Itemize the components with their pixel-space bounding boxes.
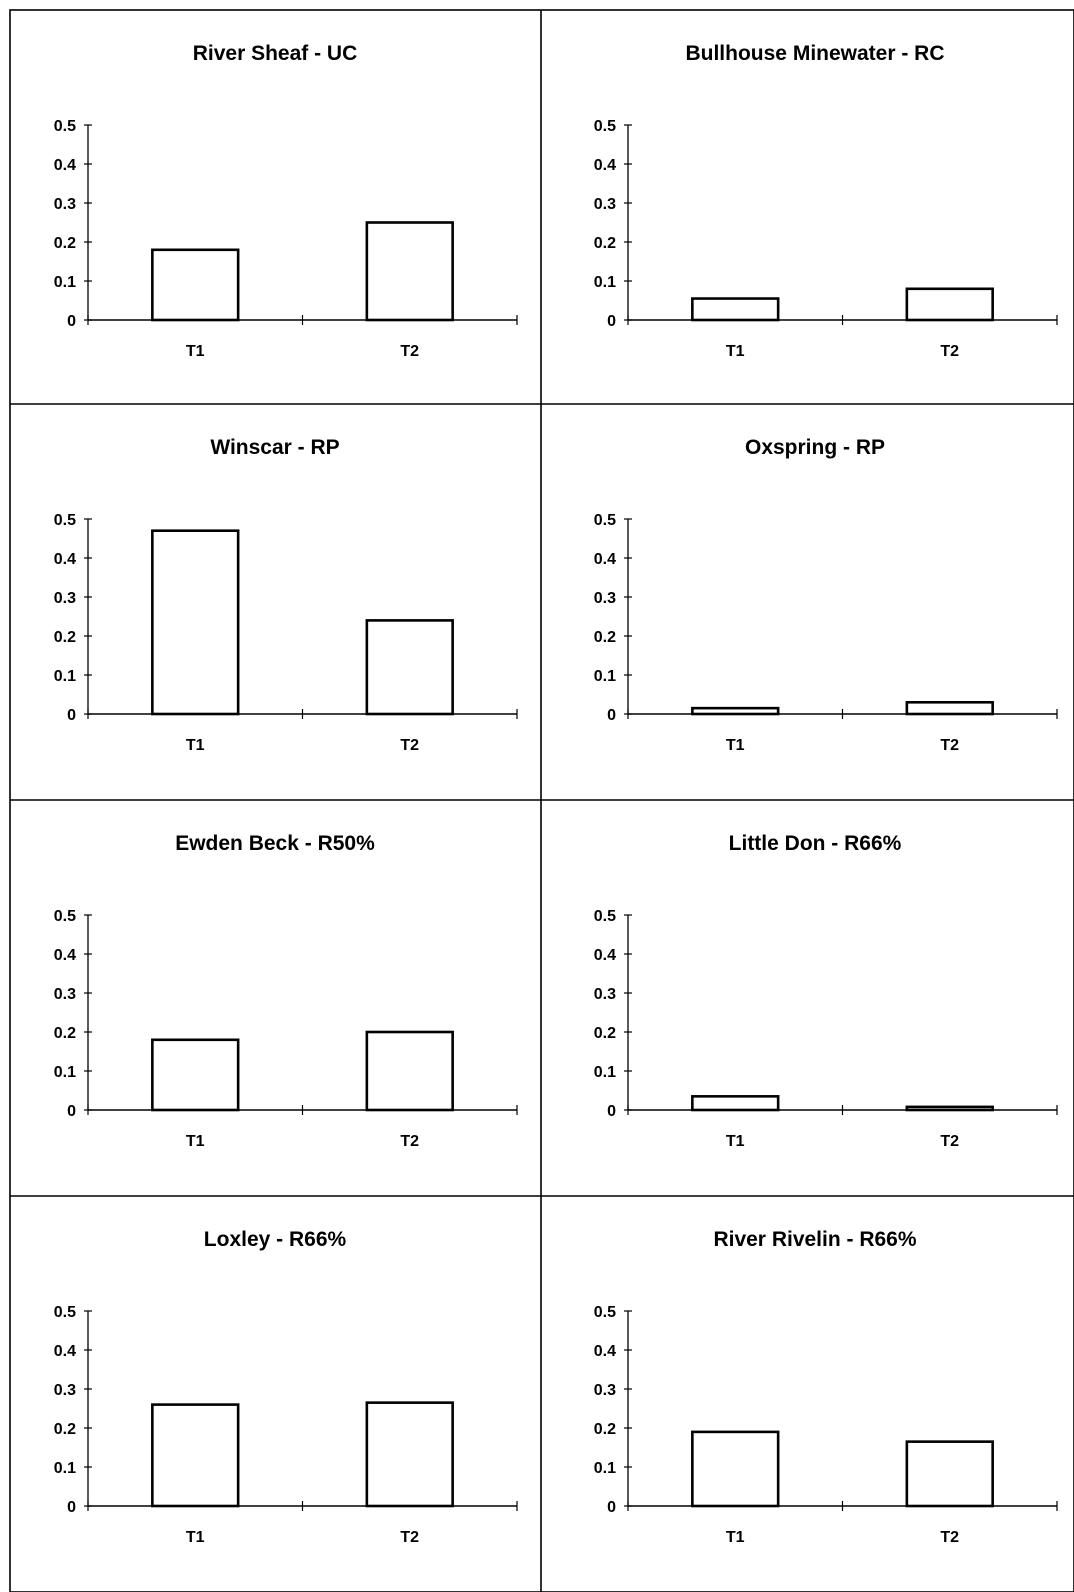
chart-title: Little Don - R66% [729, 832, 902, 855]
y-tick-label: 0.3 [594, 590, 616, 607]
chart-panel-4: Oxspring - RP 0 0.1 0.2 0.3 0.4 0.5 T1 T2 [594, 436, 1058, 754]
chart-panel-1: River Sheaf - UC 0 0.1 0.2 0.3 0.4 0.5 T1 T2 [54, 42, 518, 360]
x-tick-label: T1 [186, 1529, 205, 1546]
y-tick-label: 0.2 [594, 1421, 616, 1438]
y-tick-label: 0.2 [54, 1025, 76, 1042]
y-tick-label: 0.2 [594, 235, 616, 252]
chart-title: Ewden Beck - R50% [175, 832, 375, 855]
x-tick-label: T1 [186, 343, 205, 360]
y-tick-label: 0.5 [594, 512, 616, 529]
chart-title: Oxspring - RP [745, 436, 885, 459]
y-tick-label: 0.1 [594, 1460, 616, 1477]
y-tick-label: 0.4 [54, 551, 76, 568]
bar-t1 [691, 297, 780, 322]
x-tick-label: T2 [400, 737, 419, 754]
y-tick-label: 0.2 [54, 629, 76, 646]
y-tick-label: 0.5 [54, 1304, 76, 1321]
y-tick-label: 0 [67, 1499, 76, 1516]
x-tick-label: T1 [186, 1133, 205, 1150]
x-tick-label: T2 [940, 343, 959, 360]
y-tick-label: 0.3 [54, 590, 76, 607]
y-tick-label: 0.4 [594, 551, 616, 568]
y-tick-label: 0.2 [594, 629, 616, 646]
y-tick-label: 0.5 [594, 118, 616, 135]
chart-title: River Rivelin - R66% [713, 1228, 916, 1251]
y-tick-label: 0.4 [54, 157, 76, 174]
chart-title: River Sheaf - UC [193, 42, 358, 65]
panel-frame [9, 9, 1074, 1592]
y-tick-label: 0.2 [594, 1025, 616, 1042]
chart-panel-8: River Rivelin - R66% 0 0.1 0.2 0.3 0.4 0.5 T1 T2 [594, 1228, 1058, 1546]
y-tick-label: 0.3 [54, 986, 76, 1003]
y-tick-label: 0.1 [594, 668, 616, 685]
y-tick-label: 0.5 [54, 908, 76, 925]
bar-t1 [691, 706, 780, 716]
chart-title: Winscar - RP [210, 436, 339, 459]
y-tick-label: 0.3 [594, 196, 616, 213]
y-tick-label: 0.3 [594, 1382, 616, 1399]
x-tick-label: T2 [940, 1133, 959, 1150]
x-tick-label: T1 [726, 343, 745, 360]
x-tick-label: T1 [726, 1133, 745, 1150]
y-tick-label: 0.2 [54, 235, 76, 252]
y-tick-label: 0.4 [54, 1343, 76, 1360]
y-tick-label: 0.1 [594, 1064, 616, 1081]
y-tick-label: 0.1 [54, 1064, 76, 1081]
y-tick-label: 0.1 [54, 274, 76, 291]
chart-panel-7: Loxley - R66% 0 0.1 0.2 0.3 0.4 0.5 T1 T2 [54, 1228, 518, 1546]
x-tick-label: T1 [726, 1529, 745, 1546]
bar-t2 [365, 221, 454, 322]
y-tick-label: 0 [607, 313, 616, 330]
y-tick-label: 0.4 [594, 947, 616, 964]
chart-panel-5: Ewden Beck - R50% 0 0.1 0.2 0.3 0.4 0.5 T1 T2 [54, 832, 518, 1150]
chart-title: Bullhouse Minewater - RC [685, 42, 944, 65]
bar-t2 [905, 1440, 994, 1508]
x-tick-label: T1 [186, 737, 205, 754]
y-tick-label: 0.5 [594, 908, 616, 925]
bar-t1 [151, 1403, 240, 1508]
y-tick-label: 0.5 [54, 118, 76, 135]
x-tick-label: T2 [940, 1529, 959, 1546]
y-tick-label: 0.4 [594, 157, 616, 174]
bar-t1 [151, 529, 240, 716]
chart-panel-6: Little Don - R66% 0 0.1 0.2 0.3 0.4 0.5 T1 T2 [594, 832, 1058, 1150]
chart-title: Loxley - R66% [204, 1228, 347, 1251]
bar-t2 [905, 700, 994, 716]
y-tick-label: 0.1 [54, 668, 76, 685]
y-tick-label: 0.2 [54, 1421, 76, 1438]
y-tick-label: 0 [67, 707, 76, 724]
y-tick-label: 0 [607, 707, 616, 724]
y-tick-label: 0.3 [54, 196, 76, 213]
y-tick-label: 0.3 [54, 1382, 76, 1399]
y-tick-label: 0.5 [54, 512, 76, 529]
x-tick-label: T2 [940, 737, 959, 754]
bar-t1 [691, 1430, 780, 1508]
y-tick-label: 0.5 [594, 1304, 616, 1321]
bar-t2 [905, 1105, 994, 1112]
y-tick-label: 0.4 [54, 947, 76, 964]
y-tick-label: 0.1 [54, 1460, 76, 1477]
bar-t1 [151, 248, 240, 322]
bar-t2 [365, 619, 454, 716]
y-tick-label: 0 [67, 1103, 76, 1120]
bar-t2 [365, 1030, 454, 1112]
y-tick-label: 0 [607, 1499, 616, 1516]
y-tick-label: 0.1 [594, 274, 616, 291]
y-tick-label: 0 [67, 313, 76, 330]
bar-t1 [691, 1095, 780, 1112]
chart-panel-3: Winscar - RP 0 0.1 0.2 0.3 0.4 0.5 T1 T2 [54, 436, 518, 754]
bar-t2 [905, 287, 994, 322]
y-tick-label: 0.4 [594, 1343, 616, 1360]
bar-t1 [151, 1038, 240, 1112]
x-tick-label: T1 [726, 737, 745, 754]
chart-panel-2: Bullhouse Minewater - RC 0 0.1 0.2 0.3 0.4 0.5… [594, 42, 1058, 360]
bar-t2 [365, 1401, 454, 1508]
x-tick-label: T2 [400, 1133, 419, 1150]
x-tick-label: T2 [400, 1529, 419, 1546]
x-tick-label: T2 [400, 343, 419, 360]
y-tick-label: 0 [607, 1103, 616, 1120]
y-tick-label: 0.3 [594, 986, 616, 1003]
